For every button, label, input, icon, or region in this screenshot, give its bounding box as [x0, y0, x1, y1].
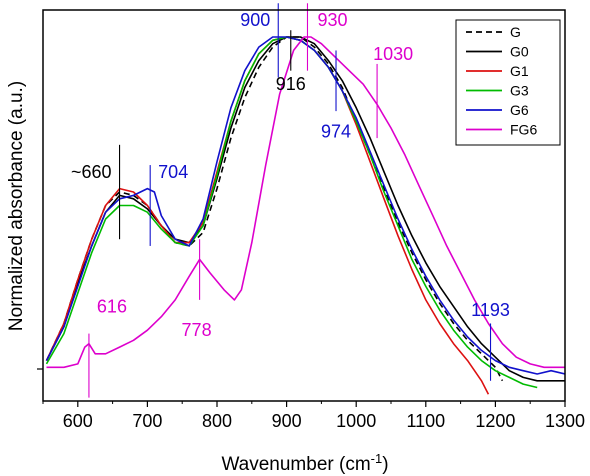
legend-label-g0: G0	[510, 44, 529, 60]
series-line-fg6	[46, 36, 565, 369]
legend-label-g6: G6	[510, 102, 529, 118]
x-tick-label: 900	[272, 411, 302, 431]
annotation-label: 930	[317, 10, 347, 30]
annotation-label: 1030	[373, 44, 413, 64]
x-tick-label: 1300	[545, 411, 585, 431]
x-axis-title-sup: -1	[371, 451, 383, 466]
legend-box	[455, 19, 561, 146]
annotation-label: 704	[158, 162, 188, 182]
x-axis-title: Wavenumber (cm-1)	[221, 451, 388, 475]
x-tick-label: 600	[63, 411, 93, 431]
x-tick-label: 1000	[336, 411, 376, 431]
legend: G G0 G1 G3 G6 FG6	[455, 19, 561, 146]
annotation-label: 916	[276, 74, 306, 94]
x-axis-ticks: 600 700 800 900 1000 1100 1200 1300	[42, 401, 585, 431]
annotation-label: 1193	[471, 300, 510, 320]
annotation-label: ~660	[71, 162, 112, 182]
annotation-label: 616	[97, 297, 127, 317]
series-line-g	[45, 36, 504, 382]
annotations: ~660 704 900 916 930 1030 974 616 778 1193	[71, 3, 510, 398]
plot-frame	[42, 9, 566, 402]
x-tick-label: 700	[132, 411, 162, 431]
legend-label-fg6: FG6	[510, 122, 537, 138]
x-tick-label: 1200	[475, 411, 515, 431]
annotation-label: 778	[182, 320, 212, 340]
series-line-g1	[45, 36, 490, 395]
x-tick-label: 1100	[406, 411, 445, 431]
y-axis-title: Normalized absorbance (a.u.)	[6, 81, 27, 331]
x-axis-title-main: Wavenumber (cm	[221, 454, 370, 475]
annotation-label: 974	[321, 121, 351, 141]
legend-label-g1: G1	[510, 63, 529, 79]
legend-label-g3: G3	[510, 83, 529, 99]
legend-label-g: G	[510, 24, 521, 40]
x-tick-label: 800	[202, 411, 232, 431]
x-axis-title-end: )	[382, 454, 388, 475]
annotation-label: 900	[240, 10, 270, 30]
